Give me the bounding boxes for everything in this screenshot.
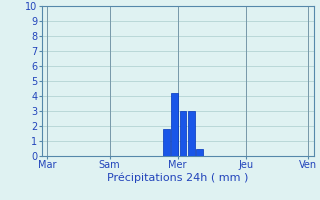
Bar <box>172 93 178 156</box>
Bar <box>196 148 203 156</box>
Bar <box>180 111 187 156</box>
Bar <box>163 129 170 156</box>
Bar <box>188 111 195 156</box>
X-axis label: Précipitations 24h ( mm ): Précipitations 24h ( mm ) <box>107 173 248 183</box>
